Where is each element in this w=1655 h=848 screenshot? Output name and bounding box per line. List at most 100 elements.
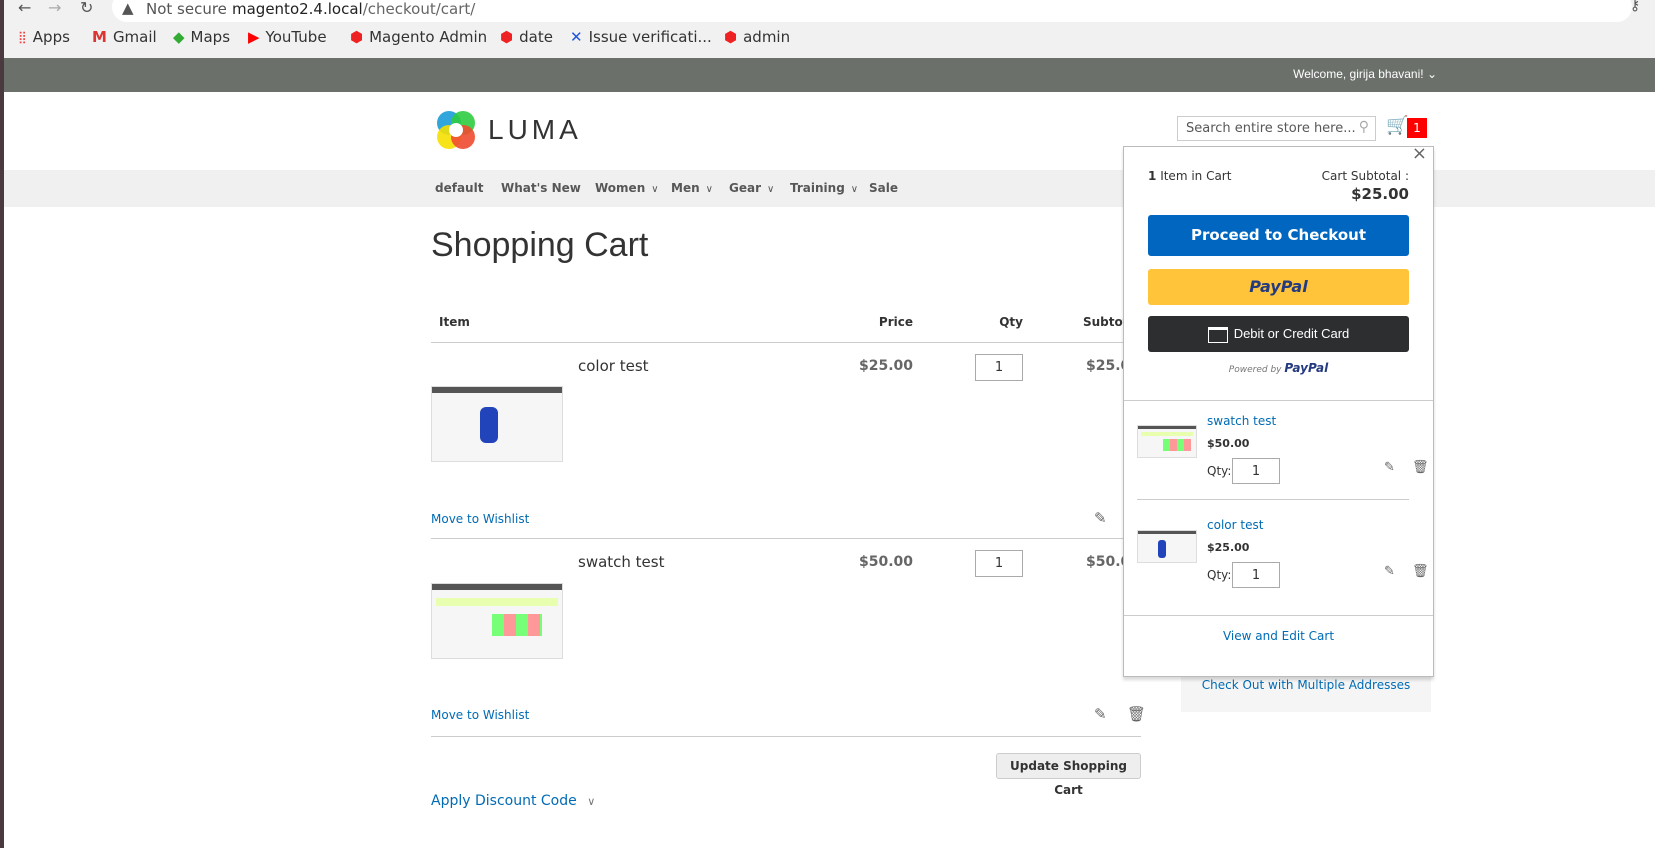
reload-icon[interactable]: ↻ bbox=[80, 0, 94, 17]
security-label: Not secure bbox=[146, 0, 227, 18]
customer-menu[interactable]: Welcome, girija bhavani! ⌄ bbox=[1293, 67, 1437, 81]
close-icon[interactable]: × bbox=[1411, 143, 1427, 164]
confluence-icon: ✕ bbox=[570, 28, 583, 46]
divider bbox=[431, 736, 1141, 737]
bookmark-label: admin bbox=[743, 28, 791, 46]
proceed-to-checkout-button[interactable]: Proceed to Checkout bbox=[1148, 215, 1409, 256]
minicart-item-name[interactable]: swatch test bbox=[1207, 414, 1277, 428]
chevron-down-icon: ⌄ bbox=[1426, 67, 1437, 81]
chevron-down-icon: ∨ bbox=[651, 184, 659, 195]
product-image[interactable] bbox=[431, 386, 563, 462]
bookmark-maps[interactable]: ◆ Maps bbox=[173, 28, 230, 46]
desktop-edge bbox=[0, 0, 4, 848]
minicart-item-name[interactable]: color test bbox=[1207, 518, 1264, 532]
nav-men[interactable]: Men ∨ bbox=[671, 181, 713, 195]
magento-icon: ⬢ bbox=[350, 28, 364, 46]
address-bar[interactable]: ▲ Not secure magento2.4.local/checkout/c… bbox=[112, 0, 1632, 22]
search-input[interactable]: Search entire store here... ⚲ bbox=[1177, 116, 1376, 141]
move-to-wishlist-link[interactable]: Move to Wishlist bbox=[431, 708, 530, 722]
column-item: Item bbox=[439, 315, 470, 329]
item-price: $50.00 bbox=[858, 554, 913, 570]
nav-label: Men bbox=[671, 181, 700, 195]
cart-count-badge[interactable]: 1 bbox=[1407, 118, 1427, 138]
magento-icon: ⬢ bbox=[724, 28, 738, 46]
qty-input[interactable]: 1 bbox=[975, 550, 1023, 577]
product-name-link[interactable]: color test bbox=[578, 357, 649, 375]
edit-icon[interactable]: ✎ bbox=[1094, 509, 1107, 527]
search-icon[interactable]: ⚲ bbox=[1358, 119, 1369, 135]
bookmark-gmail[interactable]: M Gmail bbox=[92, 28, 157, 46]
page-title: Shopping Cart bbox=[431, 226, 649, 264]
edit-icon[interactable]: ✎ bbox=[1384, 460, 1395, 475]
warning-icon: ▲ bbox=[122, 0, 134, 17]
nav-sale[interactable]: Sale bbox=[869, 181, 898, 195]
bookmark-label: Maps bbox=[190, 28, 231, 46]
nav-label: Women bbox=[595, 181, 646, 195]
debit-credit-card-button[interactable]: Debit or Credit Card bbox=[1148, 316, 1409, 352]
apply-discount-toggle[interactable]: Apply Discount Code ∨ bbox=[431, 793, 595, 809]
bookmark-magento-admin[interactable]: ⬢ Magento Admin bbox=[350, 28, 487, 46]
product-image[interactable] bbox=[431, 583, 563, 659]
qty-label: Qty: bbox=[1207, 464, 1232, 478]
chevron-down-icon: ∨ bbox=[705, 184, 713, 195]
nav-label: Gear bbox=[729, 181, 762, 195]
forward-icon[interactable]: → bbox=[48, 0, 62, 17]
credit-card-icon bbox=[1207, 326, 1228, 343]
minicart-item-image[interactable] bbox=[1137, 425, 1197, 458]
nav-training[interactable]: Training ∨ bbox=[790, 181, 858, 195]
edit-icon[interactable]: ✎ bbox=[1094, 705, 1107, 723]
chevron-down-icon: ∨ bbox=[850, 184, 859, 195]
bookmark-issue[interactable]: ✕ Issue verificati... bbox=[570, 28, 712, 46]
powered-by-paypal: Powered by PayPal bbox=[1228, 361, 1329, 375]
apply-discount-label: Apply Discount Code bbox=[431, 793, 577, 809]
bookmark-youtube[interactable]: ▶ YouTube bbox=[248, 28, 327, 46]
welcome-text: Welcome, girija bhavani! bbox=[1293, 67, 1424, 81]
cart-icon[interactable]: 🛒 bbox=[1386, 115, 1409, 136]
item-price: $25.00 bbox=[858, 358, 913, 374]
bookmark-apps[interactable]: ⣿ Apps bbox=[18, 28, 70, 46]
qty-input[interactable]: 1 bbox=[975, 354, 1023, 381]
bookmark-admin[interactable]: ⬢ admin bbox=[724, 28, 790, 46]
chevron-down-icon: ∨ bbox=[587, 795, 596, 808]
divider bbox=[431, 342, 1141, 343]
panel-header bbox=[4, 58, 1655, 92]
edit-icon[interactable]: ✎ bbox=[1384, 564, 1395, 579]
chevron-down-icon: ∨ bbox=[767, 184, 775, 195]
move-to-wishlist-link[interactable]: Move to Wishlist bbox=[431, 512, 530, 526]
nav-women[interactable]: Women ∨ bbox=[595, 181, 659, 195]
back-icon[interactable]: ← bbox=[18, 0, 32, 17]
bookmark-label: YouTube bbox=[265, 28, 327, 46]
bookmark-label: Magento Admin bbox=[369, 28, 488, 46]
key-icon[interactable]: ⚷ bbox=[1630, 0, 1641, 14]
youtube-icon: ▶ bbox=[248, 28, 260, 46]
trash-icon[interactable]: 🗑 bbox=[1412, 460, 1429, 475]
minicart-item-image[interactable] bbox=[1137, 530, 1197, 563]
nav-whats-new[interactable]: What's New bbox=[501, 181, 581, 195]
minicart-qty-input[interactable]: 1 bbox=[1232, 562, 1280, 588]
subtotal-amount: $25.00 bbox=[1351, 185, 1409, 203]
magento-icon: ⬢ bbox=[500, 28, 514, 46]
paypal-button[interactable]: PayPal bbox=[1148, 269, 1409, 305]
divider bbox=[1124, 400, 1433, 401]
luma-logo-icon[interactable] bbox=[435, 109, 477, 151]
multishipping-link[interactable]: Check Out with Multiple Addresses bbox=[1201, 678, 1411, 692]
minicart-item-price: $50.00 bbox=[1207, 437, 1250, 450]
search-placeholder: Search entire store here... bbox=[1186, 121, 1356, 136]
minicart-item-price: $25.00 bbox=[1207, 541, 1250, 554]
divider bbox=[1124, 615, 1433, 616]
view-and-edit-cart-link[interactable]: View and Edit Cart bbox=[1222, 629, 1335, 643]
nav-gear[interactable]: Gear ∨ bbox=[729, 181, 774, 195]
bookmark-label: Apps bbox=[32, 28, 70, 46]
trash-icon[interactable]: 🗑 bbox=[1412, 564, 1429, 579]
divider bbox=[431, 538, 1141, 539]
product-name-link[interactable]: swatch test bbox=[578, 553, 665, 571]
nav-default[interactable]: default bbox=[435, 181, 484, 195]
minicart-qty-input[interactable]: 1 bbox=[1232, 458, 1280, 484]
nav-label: Training bbox=[790, 181, 845, 195]
bookmark-date[interactable]: ⬢ date bbox=[500, 28, 553, 46]
update-cart-button[interactable]: Update Shopping Cart bbox=[996, 753, 1141, 797]
trash-icon[interactable]: 🗑 bbox=[1127, 705, 1147, 723]
url-text: magento2.4.local/checkout/cart/ bbox=[232, 0, 476, 18]
bookmark-label: Gmail bbox=[112, 28, 157, 46]
maps-icon: ◆ bbox=[173, 28, 185, 46]
